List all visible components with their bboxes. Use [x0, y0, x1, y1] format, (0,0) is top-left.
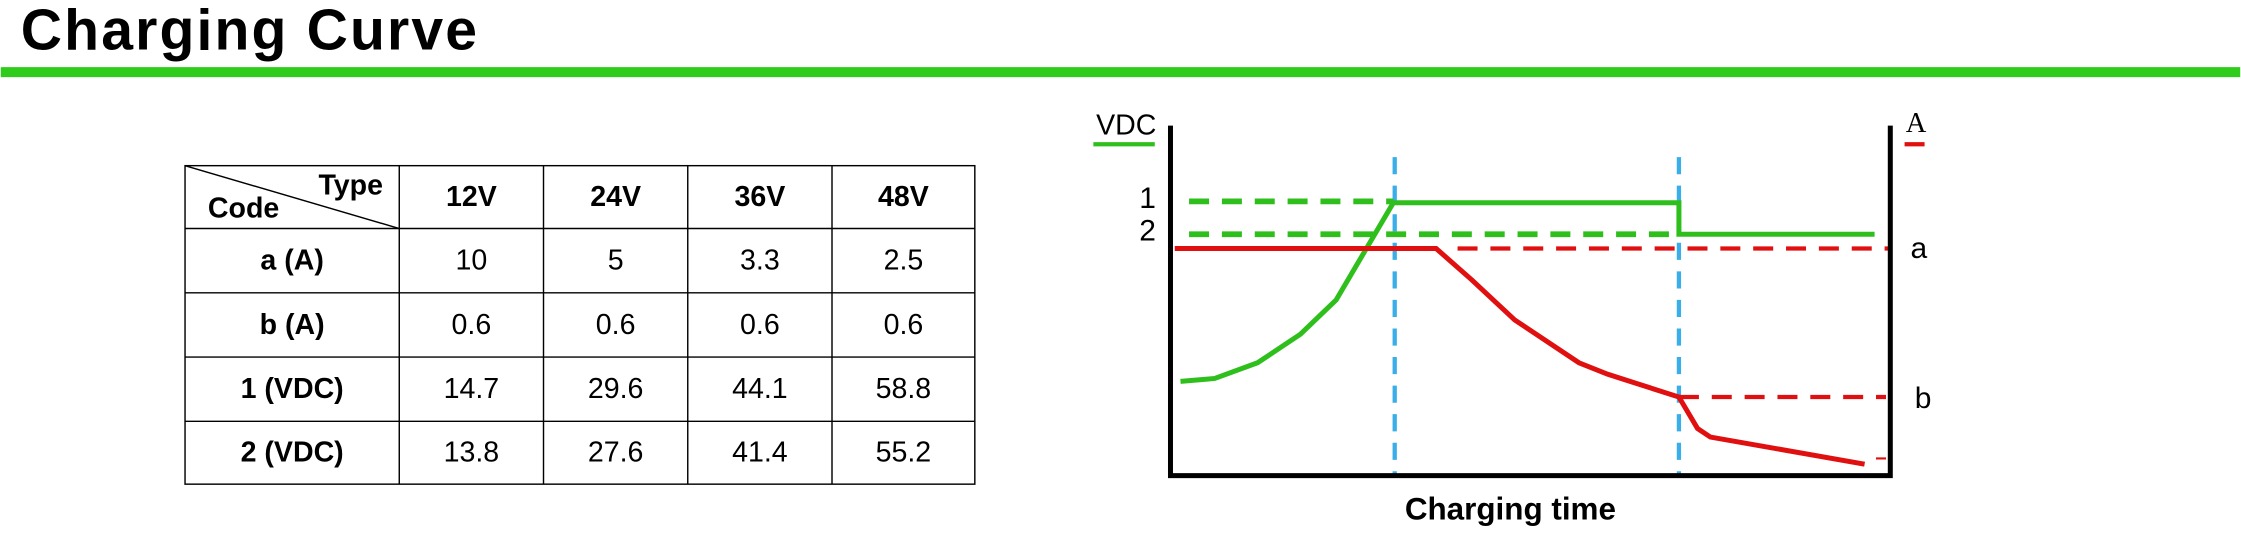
table-cell: 44.1: [732, 373, 788, 405]
row-header: b (A): [260, 309, 325, 341]
column-header: 36V: [734, 181, 785, 213]
corner-top: Type: [318, 170, 383, 202]
right-axis-label: A: [1906, 108, 1927, 139]
current-label: b: [1915, 382, 1932, 415]
current-curve: [1174, 246, 1866, 467]
charging-diagram: [1093, 125, 1925, 479]
left-axis-label: VDC: [1096, 110, 1156, 142]
level-label: 2: [1139, 215, 1156, 248]
table-cell: 3.3: [740, 245, 780, 277]
table-cell: 0.6: [884, 309, 924, 341]
row-header: 2 (VDC): [241, 437, 344, 469]
table-cell: 5: [608, 245, 624, 277]
table-cell: 0.6: [452, 309, 492, 341]
page-title: Charging Curve: [21, 0, 479, 62]
column-header: 48V: [878, 181, 929, 213]
voltage-curve: [1180, 200, 1875, 384]
table-cell: 0.6: [740, 309, 780, 341]
x-axis-label: Charging time: [1405, 492, 1616, 527]
column-header: 24V: [590, 181, 641, 213]
corner-diagonal: [184, 164, 400, 230]
table-cell: 29.6: [588, 373, 644, 405]
table-cell: 2.5: [884, 245, 924, 277]
table-cell: 58.8: [876, 373, 932, 405]
title-rule: [0, 67, 2241, 78]
diagram-axes: [1167, 125, 1893, 479]
column-header: 12V: [446, 181, 497, 213]
table-cell: 0.6: [596, 309, 636, 341]
table-cell: 13.8: [444, 437, 500, 469]
table-cell: 55.2: [876, 437, 932, 469]
row-header: a (A): [260, 245, 323, 277]
corner-bottom: Code: [208, 192, 279, 224]
table-cell: 10: [456, 245, 488, 277]
table-cell: 41.4: [732, 437, 788, 469]
spec-table: [184, 164, 976, 485]
current-label: a: [1911, 232, 1928, 265]
table-border: [184, 164, 976, 485]
table-cell: 27.6: [588, 437, 644, 469]
level-label: 1: [1139, 182, 1156, 215]
row-header: 1 (VDC): [241, 373, 344, 405]
table-cell: 14.7: [444, 373, 500, 405]
